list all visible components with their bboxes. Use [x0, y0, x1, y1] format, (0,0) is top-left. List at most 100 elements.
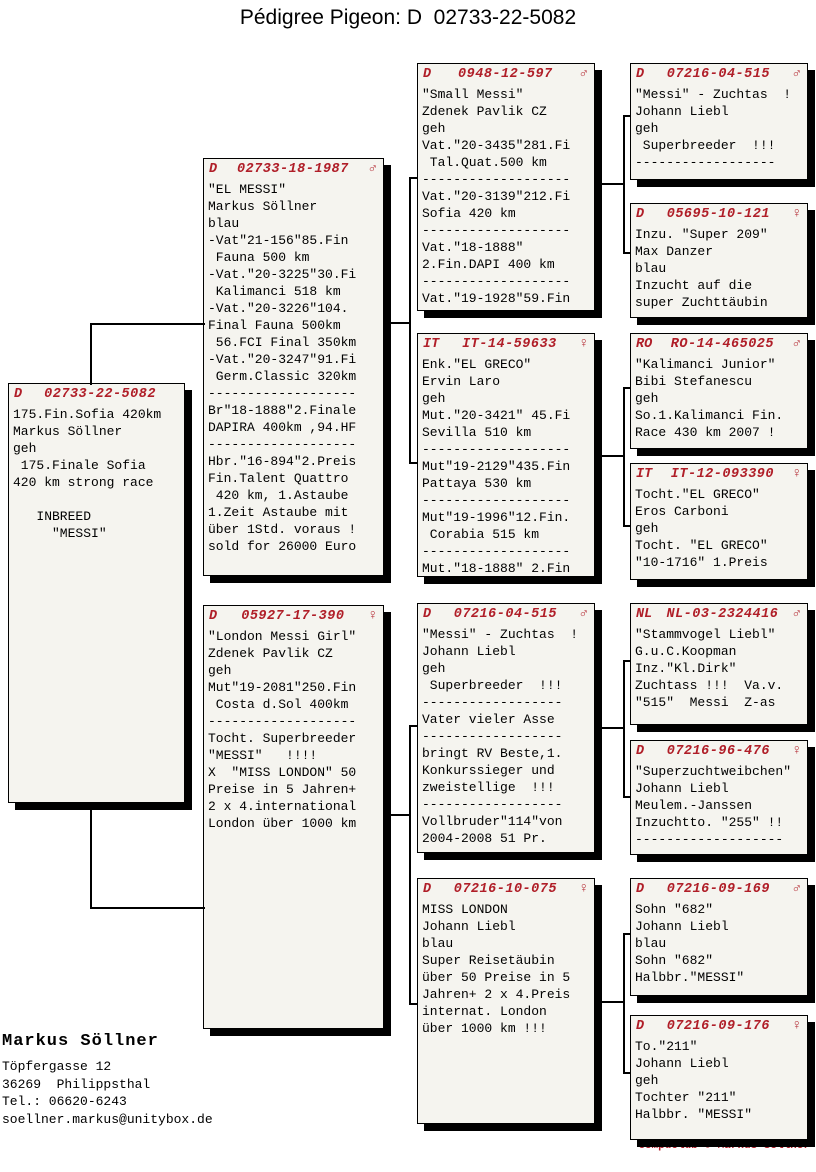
box-header: D 07216-09-176 ♀: [631, 1016, 807, 1035]
box-header: RO RO-14-465025 ♂: [631, 334, 807, 353]
ring-number: 05695-10-121: [666, 207, 770, 222]
male-symbol-icon: ♂: [792, 881, 801, 897]
country-code: D: [14, 387, 23, 402]
male-symbol-icon: ♂: [792, 606, 801, 622]
country-code: IT: [636, 467, 653, 482]
box-header: IT IT-12-093390 ♀: [631, 464, 807, 483]
ring-number: IT-12-093390: [670, 467, 774, 482]
pedigree-connector-line: [623, 660, 625, 798]
box-header: D 02733-18-1987 ♂: [204, 159, 383, 178]
pedigree-box-gg1: D 07216-04-515 ♂ "Messi" - Zuchtas ! Joh…: [630, 63, 808, 180]
pigeon-info-text: 175.Fin.Sofia 420km Markus Söllner geh 1…: [13, 407, 162, 541]
ring-number: RO-14-465025: [670, 337, 774, 352]
ring-number: 07216-09-169: [666, 882, 770, 897]
female-symbol-icon: ♀: [792, 743, 801, 759]
pedigree-connector-line: [595, 1001, 625, 1003]
pigeon-info-text: Sohn "682" Johann Liebl blau Sohn "682" …: [635, 902, 745, 985]
pedigree-connector-line: [623, 387, 631, 389]
male-symbol-icon: ♂: [792, 66, 801, 82]
pedigree-connector-line: [409, 177, 418, 179]
pedigree-box-gg3: RO RO-14-465025 ♂ "Kalimanci Junior" Bib…: [630, 333, 808, 449]
pedigree-connector-line: [595, 455, 625, 457]
box-header: D 05695-10-121 ♀: [631, 204, 807, 223]
pedigree-connector-line: [383, 322, 411, 324]
pedigree-connector-line: [383, 814, 411, 816]
female-symbol-icon: ♀: [792, 466, 801, 482]
country-code: D: [636, 744, 645, 759]
pedigree-connector-line: [595, 183, 625, 185]
pedigree-box-gg8: D 07216-09-176 ♀ To."211" Johann Liebl g…: [630, 1015, 808, 1140]
box-header: D 07216-04-515 ♂: [631, 64, 807, 83]
country-code: D: [636, 67, 645, 82]
male-symbol-icon: ♂: [579, 66, 588, 82]
country-code: D: [423, 67, 432, 82]
pedigree-connector-line: [623, 525, 631, 527]
ring-number: 07216-10-075: [453, 882, 557, 897]
pigeon-info-text: "Superzuchtweibchen" Johann Liebl Meulem…: [635, 764, 792, 847]
ring-number: 07216-09-176: [666, 1019, 770, 1034]
country-code: D: [636, 207, 645, 222]
pigeon-info-text: Inzu. "Super 209" Max Danzer blau Inzuch…: [635, 227, 768, 310]
owner-name: Markus Söllner: [2, 1032, 159, 1051]
pedigree-connector-line: [90, 323, 92, 385]
pedigree-connector-line: [623, 252, 631, 254]
pedigree-box-sire: D 02733-18-1987 ♂ "EL MESSI" Markus Söll…: [203, 158, 384, 576]
pigeon-info-text: "EL MESSI" Markus Söllner blau -Vat"21-1…: [208, 182, 357, 554]
pedigree-box-gp3: D 07216-04-515 ♂ "Messi" - Zuchtas ! Joh…: [417, 603, 595, 853]
ring-number: 07216-04-515: [666, 67, 770, 82]
box-header: D 07216-04-515 ♂: [418, 604, 594, 623]
pigeon-info-text: Tocht."EL GRECO" Eros Carboni geh Tocht.…: [635, 487, 768, 570]
male-symbol-icon: ♂: [579, 606, 588, 622]
ring-number: NL-03-2324416: [666, 607, 779, 622]
female-symbol-icon: ♀: [579, 336, 588, 352]
ring-number: 02733-18-1987: [236, 162, 349, 177]
pedigree-connector-line: [90, 803, 92, 909]
pedigree-connector-line: [623, 660, 631, 662]
male-symbol-icon: ♂: [792, 336, 801, 352]
pedigree-connector-line: [90, 907, 205, 909]
pigeon-info-text: To."211" Johann Liebl geh Tochter "211" …: [635, 1039, 753, 1122]
pedigree-connector-line: [623, 933, 625, 1074]
box-header: D 07216-10-075 ♀: [418, 879, 594, 898]
country-code: D: [209, 609, 218, 624]
pedigree-connector-line: [409, 1003, 418, 1005]
pedigree-connector-line: [409, 462, 418, 464]
page-title: Pédigree Pigeon: D 02733-22-5082: [239, 6, 577, 29]
owner-address: Töpfergasse 12 36269 Philippsthal Tel.: …: [2, 1059, 213, 1127]
female-symbol-icon: ♀: [368, 608, 377, 624]
box-header: D 02733-22-5082: [9, 384, 184, 403]
pedigree-connector-line: [595, 727, 625, 729]
pedigree-connector-line: [90, 323, 205, 325]
pigeon-info-text: "London Messi Girl" Zdenek Pavlik CZ geh…: [208, 629, 357, 831]
box-header: D 07216-09-169 ♂: [631, 879, 807, 898]
pedigree-box-gg5: NL NL-03-2324416 ♂ "Stammvogel Liebl" G.…: [630, 603, 808, 725]
ring-number: IT-14-59633: [462, 337, 557, 352]
country-code: NL: [636, 607, 653, 622]
country-code: IT: [423, 337, 440, 352]
pedigree-connector-line: [623, 115, 631, 117]
pedigree-connector-line: [623, 796, 631, 798]
pedigree-box-gg2: D 05695-10-121 ♀ Inzu. "Super 209" Max D…: [630, 203, 808, 318]
box-header: D 07216-96-476 ♀: [631, 741, 807, 760]
pedigree-box-gg6: D 07216-96-476 ♀ "Superzuchtweibchen" Jo…: [630, 740, 808, 855]
country-code: RO: [636, 337, 653, 352]
ring-number: 02733-22-5082: [44, 387, 156, 402]
box-header: D 0948-12-597 ♂: [418, 64, 594, 83]
pigeon-info-text: MISS LONDON Johann Liebl blau Super Reis…: [422, 902, 571, 1036]
pigeon-info-text: Enk."EL GRECO" Ervin Laro geh Mut."20-34…: [422, 357, 571, 576]
country-code: D: [423, 882, 432, 897]
ring-number: 07216-04-515: [453, 607, 557, 622]
pedigree-box-gp1: D 0948-12-597 ♂ "Small Messi" Zdenek Pav…: [417, 63, 595, 311]
male-symbol-icon: ♂: [368, 161, 377, 177]
pedigree-connector-line: [623, 115, 625, 254]
ring-number: 05927-17-390: [241, 609, 345, 624]
pedigree-connector-line: [623, 933, 631, 935]
software-credit: Compuclub © Markus Söllner: [638, 1140, 810, 1152]
pedigree-connector-line: [623, 387, 625, 527]
box-header: IT IT-14-59633 ♀: [418, 334, 594, 353]
pigeon-info-text: "Small Messi" Zdenek Pavlik CZ geh Vat."…: [422, 87, 571, 306]
pigeon-info-text: "Messi" - Zuchtas ! Johann Liebl geh Sup…: [422, 627, 579, 846]
pigeon-info-text: "Messi" - Zuchtas ! Johann Liebl geh Sup…: [635, 87, 792, 170]
pedigree-box-subject: D 02733-22-5082 175.Fin.Sofia 420km Mark…: [8, 383, 185, 803]
